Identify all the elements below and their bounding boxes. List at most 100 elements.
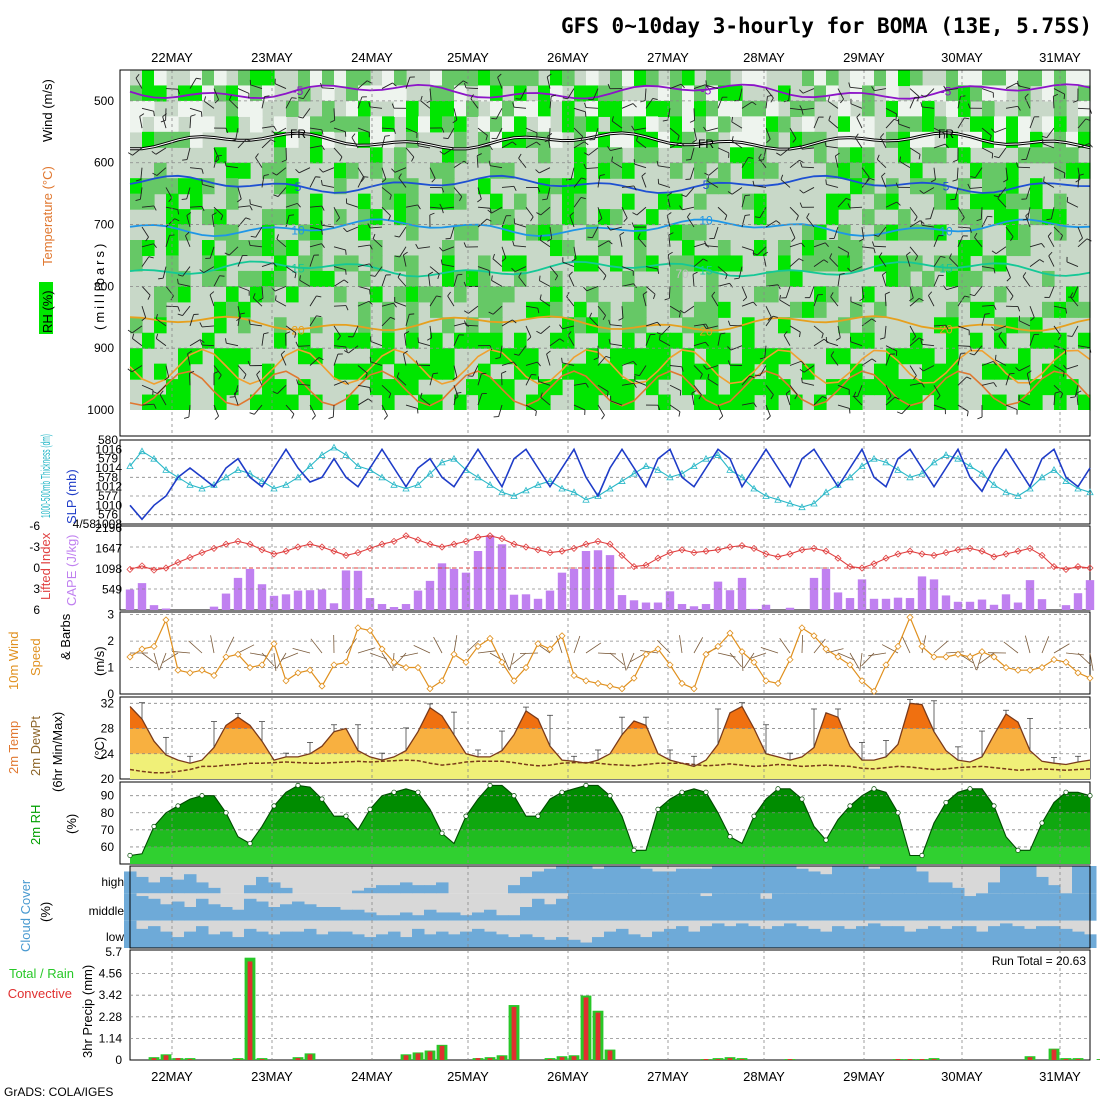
wind10-point [282,677,290,685]
cloud-cell [712,923,725,948]
rh-cell [370,209,383,226]
wind10-point [234,650,242,658]
wind-barb [275,127,287,135]
wind-barb-feather [847,252,849,258]
wind-barb-feather [899,156,902,162]
precip-conv-bar [235,1059,241,1060]
rh-cell [454,224,467,241]
wind10-barb [381,652,393,669]
rh-cell [622,131,635,148]
wind-barb [477,218,488,228]
rh-cell [466,379,479,396]
wind10-barb [159,652,167,670]
wind-barb [213,88,220,100]
footer-credit: GrADS: COLA/IGES [4,1085,113,1099]
wind-barb [661,325,671,335]
wind-barb-feather [799,202,803,208]
rh-cell [550,286,563,303]
thickness-point [810,499,818,507]
wind-barb-feather [799,369,805,373]
rh-cell [130,100,143,117]
rh-cell [814,255,827,272]
wind-barb [909,147,921,155]
wind-barb [957,117,965,129]
wind-barb [998,187,1007,198]
wind-barb [597,305,606,316]
wind10-point [1050,656,1058,664]
wind-barb [641,176,647,188]
contour-5 [129,174,1091,194]
wind-barb-feather [319,168,324,173]
li-point [270,550,278,558]
precip-label-3: Convective [8,986,72,1001]
wind-barb-feather [607,225,611,231]
li-point [486,532,494,540]
wind-barb-feather [281,159,287,163]
cloud-cell [436,912,449,921]
wind-barb [429,325,433,338]
wind-barb [348,345,359,354]
thickness-point [870,454,878,462]
wind-barb-feather [703,365,707,370]
wind-barb-feather [631,222,635,228]
wind-barb [885,385,892,397]
wind-barb-feather [1060,393,1064,399]
wind-barb [957,226,971,229]
thickness-point [1038,473,1046,481]
wind-barb-feather [998,331,1002,337]
wind-barb [499,345,503,358]
wind10-point [1086,674,1094,682]
wind10-barb [273,652,277,671]
rh-cell [322,116,335,133]
rh-cell [142,100,155,117]
wind10-point [918,642,926,650]
rh-cell [418,286,431,303]
wind-barb-feather [960,95,966,98]
rh-cell [310,70,323,87]
rh-cell [502,394,515,411]
wind-barb [878,256,887,267]
precip-conv-bar [475,1058,481,1060]
cloud-cell [616,893,629,921]
wind-barb-feather [491,117,497,120]
cloud-cell [280,931,293,948]
cape-bar [137,583,147,610]
wind-barb [909,206,918,218]
rh-cell [394,70,407,87]
li-point [210,544,218,552]
wind-barb-feather [1047,232,1052,237]
wind-barb [789,242,802,248]
li-point [258,546,266,554]
wind-barb-feather [159,390,164,395]
thickness-point [486,480,494,488]
wind-barb-feather [196,77,202,80]
li-point [366,544,374,552]
rh2m-point [391,789,397,795]
thickness-point [390,480,398,488]
wind-barb [1053,88,1065,95]
cloud-cell [160,931,173,948]
cape-bars [125,535,1095,610]
wind-barb-feather [969,352,975,356]
wind-barb-feather [153,403,157,409]
rh-cell [610,85,623,102]
cloud-cell [1060,893,1073,921]
wind-barb-feather [799,144,803,150]
cloud-cell [220,907,233,921]
wind10-point [498,658,506,666]
wind-barb [923,365,935,372]
rh-cell [1030,147,1043,164]
rh-cell [310,255,323,272]
wind-barb-feather [518,272,522,278]
wind-barb-feather [618,317,624,321]
wind-barb [706,84,719,89]
rh-cell [898,224,911,241]
wind-barb-feather [320,220,323,226]
wind-barb [237,365,247,375]
wind-barb-feather [393,128,396,134]
chart-title: GFS 0~10day 3-hourly for BOMA (13E, 5.75… [561,14,1092,38]
wind-barb [693,84,706,89]
rh-cell [910,348,923,365]
wind-barb-feather [316,295,322,298]
wind-barb [731,140,743,149]
